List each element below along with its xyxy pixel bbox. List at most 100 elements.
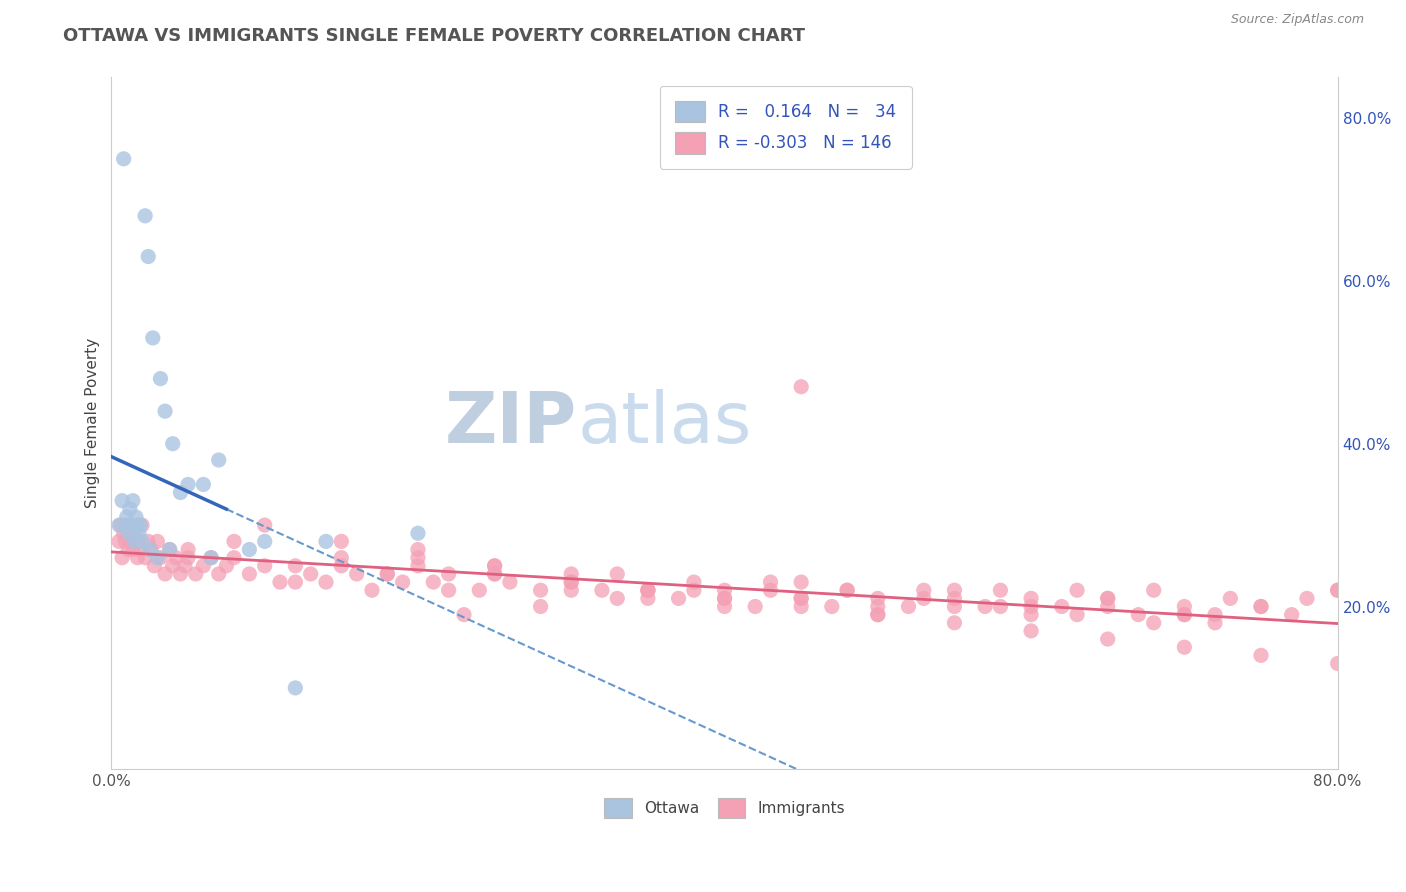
Point: [153, 404, 176, 418]
Point: [108, 518, 131, 533]
Point: [1250, 599, 1272, 614]
Point: [177, 477, 200, 491]
Point: [637, 583, 659, 598]
Point: [1281, 607, 1303, 622]
Point: [284, 575, 307, 590]
Point: [1097, 632, 1119, 646]
Point: [238, 566, 260, 581]
Point: [560, 566, 582, 581]
Y-axis label: Single Female Poverty: Single Female Poverty: [86, 338, 100, 508]
Point: [375, 566, 398, 581]
Point: [253, 518, 276, 533]
Point: [330, 534, 353, 549]
Point: [790, 591, 813, 606]
Point: [184, 566, 207, 581]
Point: [146, 550, 169, 565]
Point: [637, 583, 659, 598]
Point: [943, 591, 966, 606]
Point: [315, 575, 337, 590]
Point: [866, 607, 889, 622]
Point: [1143, 583, 1166, 598]
Point: [1204, 615, 1226, 630]
Point: [131, 518, 153, 533]
Point: [120, 534, 142, 549]
Point: [484, 566, 506, 581]
Point: [713, 599, 735, 614]
Point: [111, 550, 134, 565]
Point: [375, 566, 398, 581]
Point: [606, 591, 628, 606]
Point: [406, 558, 429, 573]
Point: [253, 558, 276, 573]
Point: [1128, 607, 1150, 622]
Point: [1050, 599, 1073, 614]
Point: [127, 550, 149, 565]
Point: [759, 575, 782, 590]
Point: [437, 566, 460, 581]
Point: [361, 583, 384, 598]
Point: [1097, 591, 1119, 606]
Point: [146, 534, 169, 549]
Point: [138, 542, 160, 557]
Point: [1173, 640, 1195, 655]
Point: [897, 599, 920, 614]
Point: [215, 558, 238, 573]
Point: [437, 583, 460, 598]
Point: [560, 583, 582, 598]
Point: [759, 583, 782, 598]
Point: [315, 534, 337, 549]
Point: [422, 575, 444, 590]
Point: [124, 526, 146, 541]
Point: [129, 518, 152, 533]
Point: [1019, 599, 1042, 614]
Point: [744, 599, 766, 614]
Point: [637, 583, 659, 598]
Point: [1097, 599, 1119, 614]
Point: [484, 558, 506, 573]
Point: [114, 534, 136, 549]
Point: [117, 526, 139, 541]
Point: [866, 607, 889, 622]
Point: [115, 510, 138, 524]
Point: [1019, 624, 1042, 638]
Point: [560, 575, 582, 590]
Point: [990, 599, 1012, 614]
Text: atlas: atlas: [578, 389, 752, 458]
Point: [115, 518, 138, 533]
Point: [149, 550, 172, 565]
Point: [142, 331, 165, 345]
Point: [112, 152, 135, 166]
Point: [169, 485, 191, 500]
Point: [1143, 615, 1166, 630]
Point: [134, 550, 156, 565]
Point: [125, 534, 148, 549]
Point: [1326, 657, 1348, 671]
Point: [284, 558, 307, 573]
Point: [110, 518, 132, 533]
Point: [346, 566, 368, 581]
Point: [174, 558, 197, 573]
Point: [118, 501, 141, 516]
Point: [177, 542, 200, 557]
Point: [143, 558, 166, 573]
Point: [821, 599, 844, 614]
Point: [1326, 583, 1348, 598]
Point: [208, 566, 231, 581]
Point: [943, 615, 966, 630]
Point: [668, 591, 690, 606]
Point: [606, 566, 628, 581]
Point: [153, 566, 176, 581]
Point: [1219, 591, 1241, 606]
Point: [790, 599, 813, 614]
Point: [591, 583, 613, 598]
Point: [1019, 607, 1042, 622]
Point: [1066, 583, 1088, 598]
Point: [330, 558, 353, 573]
Point: [529, 599, 551, 614]
Point: [127, 518, 149, 533]
Point: [118, 526, 141, 541]
Point: [391, 575, 413, 590]
Point: [637, 591, 659, 606]
Point: [1019, 591, 1042, 606]
Point: [912, 583, 935, 598]
